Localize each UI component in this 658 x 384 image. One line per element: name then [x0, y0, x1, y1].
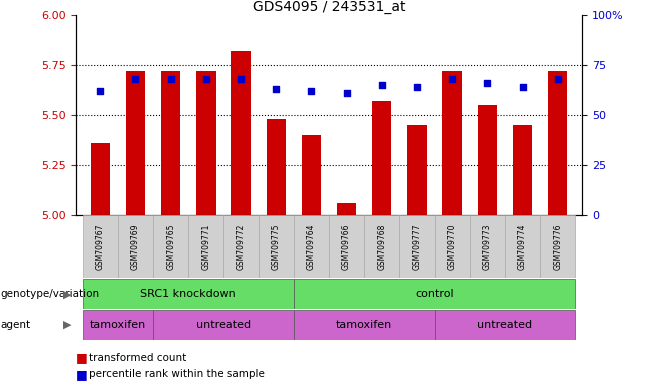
- Bar: [126, 71, 145, 215]
- Bar: [548, 71, 567, 215]
- Point: [201, 76, 211, 82]
- Bar: [434, 215, 470, 278]
- Text: SRC1 knockdown: SRC1 knockdown: [140, 289, 236, 299]
- Text: GSM709768: GSM709768: [377, 223, 386, 270]
- Bar: [302, 135, 321, 215]
- Text: transformed count: transformed count: [89, 353, 186, 363]
- Text: untreated: untreated: [477, 320, 532, 330]
- Text: GSM709770: GSM709770: [447, 223, 457, 270]
- Text: agent: agent: [1, 320, 31, 330]
- Bar: [196, 71, 216, 215]
- Bar: [83, 279, 294, 309]
- Bar: [118, 215, 153, 278]
- Bar: [434, 310, 575, 340]
- Text: GSM709774: GSM709774: [518, 223, 527, 270]
- Bar: [294, 310, 434, 340]
- Point: [271, 86, 282, 92]
- Bar: [442, 71, 462, 215]
- Bar: [294, 279, 575, 309]
- Bar: [337, 203, 356, 215]
- Bar: [83, 310, 153, 340]
- Text: ▶: ▶: [63, 289, 71, 299]
- Text: GSM709775: GSM709775: [272, 223, 281, 270]
- Point: [482, 80, 493, 86]
- Bar: [505, 215, 540, 278]
- Point: [236, 76, 246, 82]
- Text: GSM709772: GSM709772: [236, 223, 245, 270]
- Bar: [91, 143, 110, 215]
- Point: [376, 82, 387, 88]
- Text: GSM709769: GSM709769: [131, 223, 140, 270]
- Text: tamoxifen: tamoxifen: [336, 320, 392, 330]
- Text: GSM709764: GSM709764: [307, 223, 316, 270]
- Bar: [399, 215, 434, 278]
- Bar: [83, 215, 118, 278]
- Bar: [470, 215, 505, 278]
- Bar: [232, 51, 251, 215]
- Bar: [329, 215, 364, 278]
- Point: [165, 76, 176, 82]
- Bar: [153, 215, 188, 278]
- Text: GSM709767: GSM709767: [96, 223, 105, 270]
- Bar: [153, 310, 294, 340]
- Bar: [259, 215, 294, 278]
- Title: GDS4095 / 243531_at: GDS4095 / 243531_at: [253, 0, 405, 14]
- Bar: [188, 215, 224, 278]
- Point: [412, 84, 422, 90]
- Text: tamoxifen: tamoxifen: [89, 320, 146, 330]
- Text: GSM709773: GSM709773: [483, 223, 492, 270]
- Text: GSM709765: GSM709765: [166, 223, 175, 270]
- Point: [517, 84, 528, 90]
- Bar: [224, 215, 259, 278]
- Text: ■: ■: [76, 368, 88, 381]
- Point: [447, 76, 457, 82]
- Bar: [372, 101, 392, 215]
- Text: percentile rank within the sample: percentile rank within the sample: [89, 369, 265, 379]
- Bar: [513, 125, 532, 215]
- Text: ▶: ▶: [63, 320, 71, 330]
- Text: untreated: untreated: [196, 320, 251, 330]
- Text: genotype/variation: genotype/variation: [1, 289, 100, 299]
- Bar: [364, 215, 399, 278]
- Bar: [161, 71, 180, 215]
- Point: [553, 76, 563, 82]
- Text: GSM709776: GSM709776: [553, 223, 562, 270]
- Bar: [266, 119, 286, 215]
- Bar: [478, 105, 497, 215]
- Text: GSM709771: GSM709771: [201, 223, 211, 270]
- Bar: [540, 215, 575, 278]
- Text: control: control: [415, 289, 454, 299]
- Text: GSM709777: GSM709777: [413, 223, 422, 270]
- Point: [306, 88, 316, 94]
- Text: ■: ■: [76, 351, 88, 364]
- Point: [130, 76, 141, 82]
- Point: [342, 90, 352, 96]
- Bar: [294, 215, 329, 278]
- Point: [95, 88, 105, 94]
- Text: GSM709766: GSM709766: [342, 223, 351, 270]
- Bar: [407, 125, 426, 215]
